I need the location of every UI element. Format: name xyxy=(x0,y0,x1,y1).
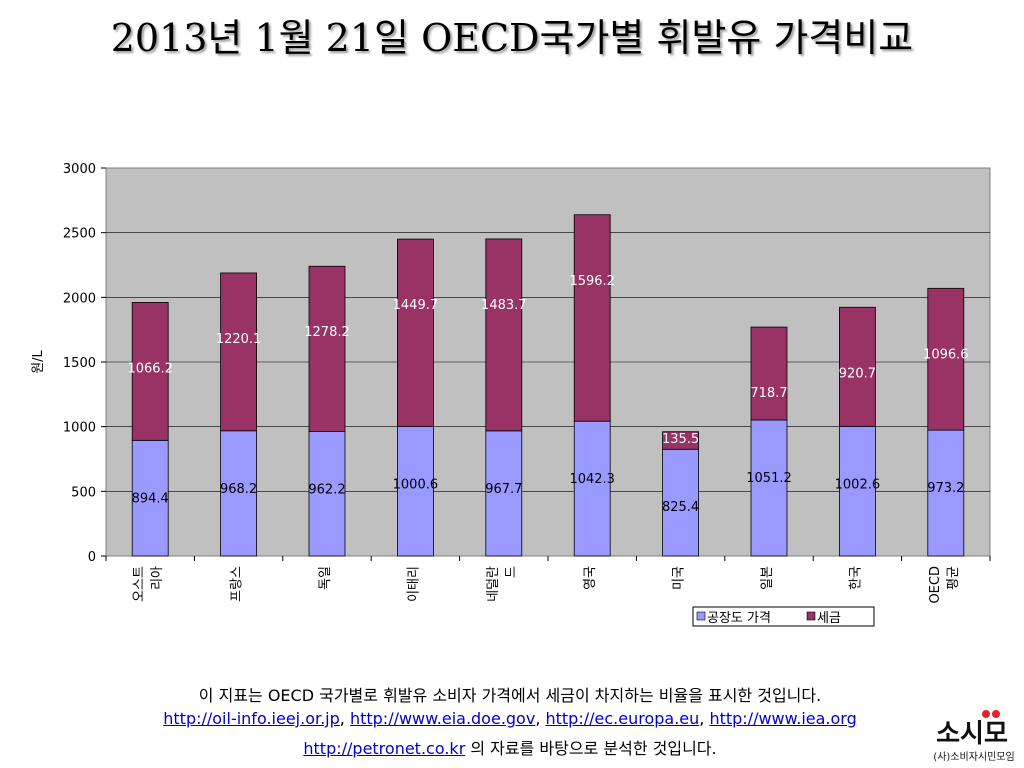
source-link-ieej[interactable]: http://oil-info.ieej.or.jp xyxy=(163,709,340,728)
data-label-tax: 718.7 xyxy=(750,386,787,401)
legend-swatch-tax xyxy=(806,611,816,621)
x-tick-label: 독일 xyxy=(318,566,333,590)
data-label-factory-price: 967.7 xyxy=(485,482,522,497)
x-tick-label: 영국 xyxy=(583,566,598,590)
data-label-tax: 1278.2 xyxy=(304,325,350,340)
bar-tax xyxy=(839,306,876,427)
legend-label-tax: 세금 xyxy=(817,611,841,626)
bar-factory-price xyxy=(573,420,611,557)
x-tick-label: 리아 xyxy=(150,566,165,590)
legend-label-factory-price: 공장도 가격 xyxy=(707,611,771,626)
bar-factory-price xyxy=(220,430,258,557)
x-tick-label: OECD xyxy=(928,566,943,604)
bar-factory-price xyxy=(750,419,788,557)
bar-factory-price xyxy=(485,430,523,557)
data-label-tax: 1066.2 xyxy=(127,361,173,376)
bar-factory-price xyxy=(308,431,346,557)
x-tick-label: 미국 xyxy=(672,566,687,590)
bar-tax xyxy=(662,431,699,450)
x-tick-label: 한국 xyxy=(848,566,863,590)
y-tick-label: 1500 xyxy=(63,356,96,371)
bar-tax xyxy=(927,287,965,431)
legend-swatch-factory-price xyxy=(696,611,706,621)
data-label-factory-price: 973.2 xyxy=(927,481,964,496)
data-label-factory-price: 1000.6 xyxy=(393,478,439,493)
data-label-tax: 1096.6 xyxy=(923,347,969,362)
bar-tax xyxy=(308,265,346,432)
bar-tax xyxy=(131,302,169,441)
bar-tax xyxy=(573,214,611,422)
x-tick-label: 이태리 xyxy=(406,566,421,602)
y-tick-label: 2000 xyxy=(63,291,96,306)
source-link-eia[interactable]: http://www.eia.doe.gov xyxy=(349,709,536,728)
x-tick-label: 오스트 xyxy=(132,566,147,602)
data-label-tax: 1449.7 xyxy=(393,298,439,313)
bar-tax xyxy=(750,326,788,421)
source-link-iea[interactable]: http://www.iea.org xyxy=(709,709,857,728)
sobisimo-logo: 소시모 (사)소비자시민모임 xyxy=(933,710,1015,763)
data-label-factory-price: 825.4 xyxy=(662,500,699,515)
bar-factory-price xyxy=(839,425,876,557)
data-label-tax: 135.5 xyxy=(662,432,699,447)
bar-factory-price xyxy=(927,429,965,557)
stacked-bar-chart: 0 500 1000 1500 2000 2500 3000 원/L 894.4 1066.2 오스… xyxy=(31,162,991,627)
bar-tax xyxy=(220,272,258,432)
footer-description: 이 지표는 OECD 국가별로 휘발유 소비자 가격에서 세금이 차지하는 비율… xyxy=(198,686,822,705)
data-label-factory-price: 1042.3 xyxy=(569,472,615,487)
footer-sources: http://oil-info.ieej.or.jp, http://www.e… xyxy=(163,709,857,728)
x-tick-label: 드 xyxy=(504,566,519,578)
bar-factory-price xyxy=(396,426,434,557)
y-tick-label: 2500 xyxy=(63,227,96,242)
source-link-ec[interactable]: http://ec.europa.eu xyxy=(545,709,700,728)
y-axis-label: 원/L xyxy=(31,349,46,373)
y-tick-label: 500 xyxy=(71,485,96,500)
svg-text:(사)소비자시민모임: (사)소비자시민모임 xyxy=(933,750,1014,763)
x-tick-label: 일본 xyxy=(760,566,775,590)
data-label-factory-price: 968.2 xyxy=(220,482,257,497)
legend xyxy=(692,606,875,627)
bar-factory-price xyxy=(662,448,699,557)
bar-tax xyxy=(396,238,434,427)
footer-source-note: http://petronet.co.kr 의 자료를 바탕으로 분석한 것입니… xyxy=(303,739,717,758)
x-tick-label: 네덜란 xyxy=(486,566,501,602)
bar-tax xyxy=(485,238,523,432)
y-tick-label: 0 xyxy=(88,550,96,565)
data-label-tax: 1596.2 xyxy=(569,274,615,289)
data-label-tax: 1483.7 xyxy=(481,298,527,313)
x-tick-label: 프랑스 xyxy=(230,566,245,602)
data-label-factory-price: 962.2 xyxy=(308,483,345,498)
data-label-factory-price: 1002.6 xyxy=(835,477,881,492)
page-title: 2013년 1월 21일 OECD국가별 휘발유 가격비교 xyxy=(110,16,914,60)
data-label-tax: 920.7 xyxy=(839,366,876,381)
data-label-factory-price: 894.4 xyxy=(132,491,169,506)
y-tick-label: 3000 xyxy=(63,162,96,177)
data-label-tax: 1220.1 xyxy=(216,332,262,347)
svg-text:소시모: 소시모 xyxy=(936,719,1008,749)
source-link-petronet[interactable]: http://petronet.co.kr xyxy=(303,739,466,758)
y-tick-label: 1000 xyxy=(63,421,96,436)
bar-factory-price xyxy=(131,439,169,557)
x-tick-label: 평균 xyxy=(946,566,961,590)
data-label-factory-price: 1051.2 xyxy=(746,471,792,486)
